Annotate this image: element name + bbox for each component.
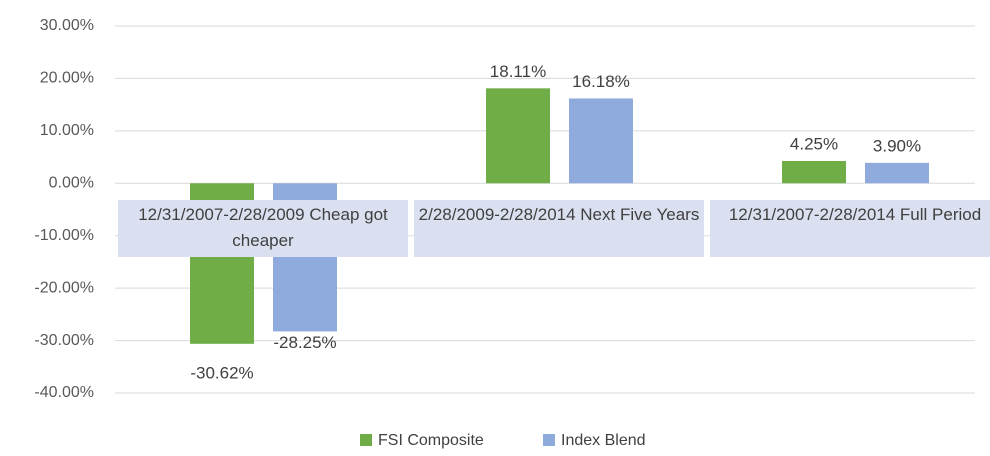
x-tick-label: 12/31/2007-2/28/2014 Full Period xyxy=(710,200,990,257)
bar xyxy=(865,162,929,184)
y-tick-label: -20.00% xyxy=(34,279,94,296)
y-tick-label: -40.00% xyxy=(34,384,94,401)
legend-swatch xyxy=(360,434,372,446)
bar xyxy=(486,88,550,184)
bar xyxy=(782,161,846,184)
value-label: 4.25% xyxy=(790,134,838,153)
y-tick-label: 20.00% xyxy=(40,70,94,87)
y-tick-label: 30.00% xyxy=(40,17,94,34)
value-label: -28.25% xyxy=(273,333,336,352)
x-tick-label: 2/28/2009-2/28/2014 Next Five Years xyxy=(414,200,704,257)
value-label: -30.62% xyxy=(190,363,253,382)
value-label: 3.90% xyxy=(873,136,921,155)
value-label: 18.11% xyxy=(490,62,546,81)
value-label: 16.18% xyxy=(572,72,630,91)
legend-label: FSI Composite xyxy=(378,432,484,449)
y-tick-label: -30.00% xyxy=(34,332,94,349)
legend-label: Index Blend xyxy=(561,432,646,449)
y-tick-label: 0.00% xyxy=(49,175,94,192)
legend-swatch xyxy=(543,434,555,446)
y-tick-label: 10.00% xyxy=(40,122,94,139)
bar xyxy=(569,98,633,184)
x-tick-label: 12/31/2007-2/28/2009 Cheap got cheaper xyxy=(118,200,408,257)
y-tick-label: -10.00% xyxy=(34,227,94,244)
